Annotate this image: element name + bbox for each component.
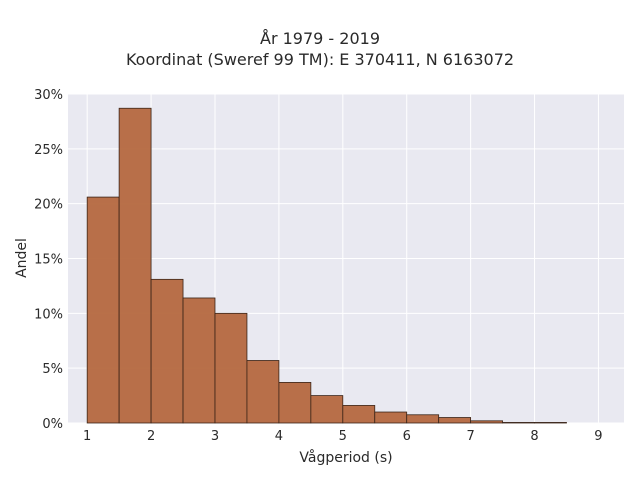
y-tick-label: 20% bbox=[34, 198, 63, 213]
histogram-bar bbox=[406, 414, 440, 424]
y-tick-label: 25% bbox=[34, 143, 63, 158]
x-tick-label: 9 bbox=[594, 429, 602, 444]
histogram-bar bbox=[502, 422, 535, 424]
bars bbox=[86, 107, 567, 424]
y-tick-label: 0% bbox=[42, 417, 63, 432]
x-tick-label: 6 bbox=[403, 429, 411, 444]
chart-subtitle: Koordinat (Sweref 99 TM): E 370411, N 61… bbox=[125, 50, 515, 69]
y-axis-label: Andel bbox=[14, 238, 30, 278]
y-tick-label: 30% bbox=[34, 88, 63, 103]
x-tick-label: 1 bbox=[83, 429, 91, 444]
x-axis-label: Vågperiod (s) bbox=[299, 449, 392, 466]
y-tick-label: 15% bbox=[34, 253, 63, 268]
y-tick-label: 10% bbox=[34, 307, 63, 322]
x-tick-label: 7 bbox=[466, 429, 474, 444]
x-tick-label: 3 bbox=[211, 429, 219, 444]
histogram-bar bbox=[278, 382, 312, 424]
y-tick-label: 5% bbox=[42, 362, 63, 377]
histogram-bar bbox=[342, 405, 376, 424]
histogram-bar bbox=[182, 297, 216, 424]
histogram-bar bbox=[86, 196, 120, 424]
histogram-bar bbox=[118, 107, 152, 424]
x-tick-label: 5 bbox=[339, 429, 347, 444]
x-tick-label: 4 bbox=[275, 429, 283, 444]
x-tick-label: 2 bbox=[147, 429, 155, 444]
x-axis-ticks: 1 2 3 4 5 6 7 8 9 bbox=[83, 429, 603, 444]
histogram-bar bbox=[374, 411, 408, 424]
histogram-bar bbox=[150, 278, 184, 424]
histogram-bar bbox=[438, 417, 472, 424]
histogram-bar bbox=[470, 420, 503, 424]
chart-title: År 1979 - 2019 bbox=[260, 29, 380, 48]
y-axis-ticks: 0% 5% 10% 15% 20% 25% 30% bbox=[34, 88, 63, 432]
histogram-bar bbox=[214, 312, 248, 424]
histogram-bar bbox=[246, 360, 280, 424]
x-tick-label: 8 bbox=[530, 429, 538, 444]
histogram-bar bbox=[534, 422, 567, 424]
histogram-bar bbox=[310, 395, 344, 424]
